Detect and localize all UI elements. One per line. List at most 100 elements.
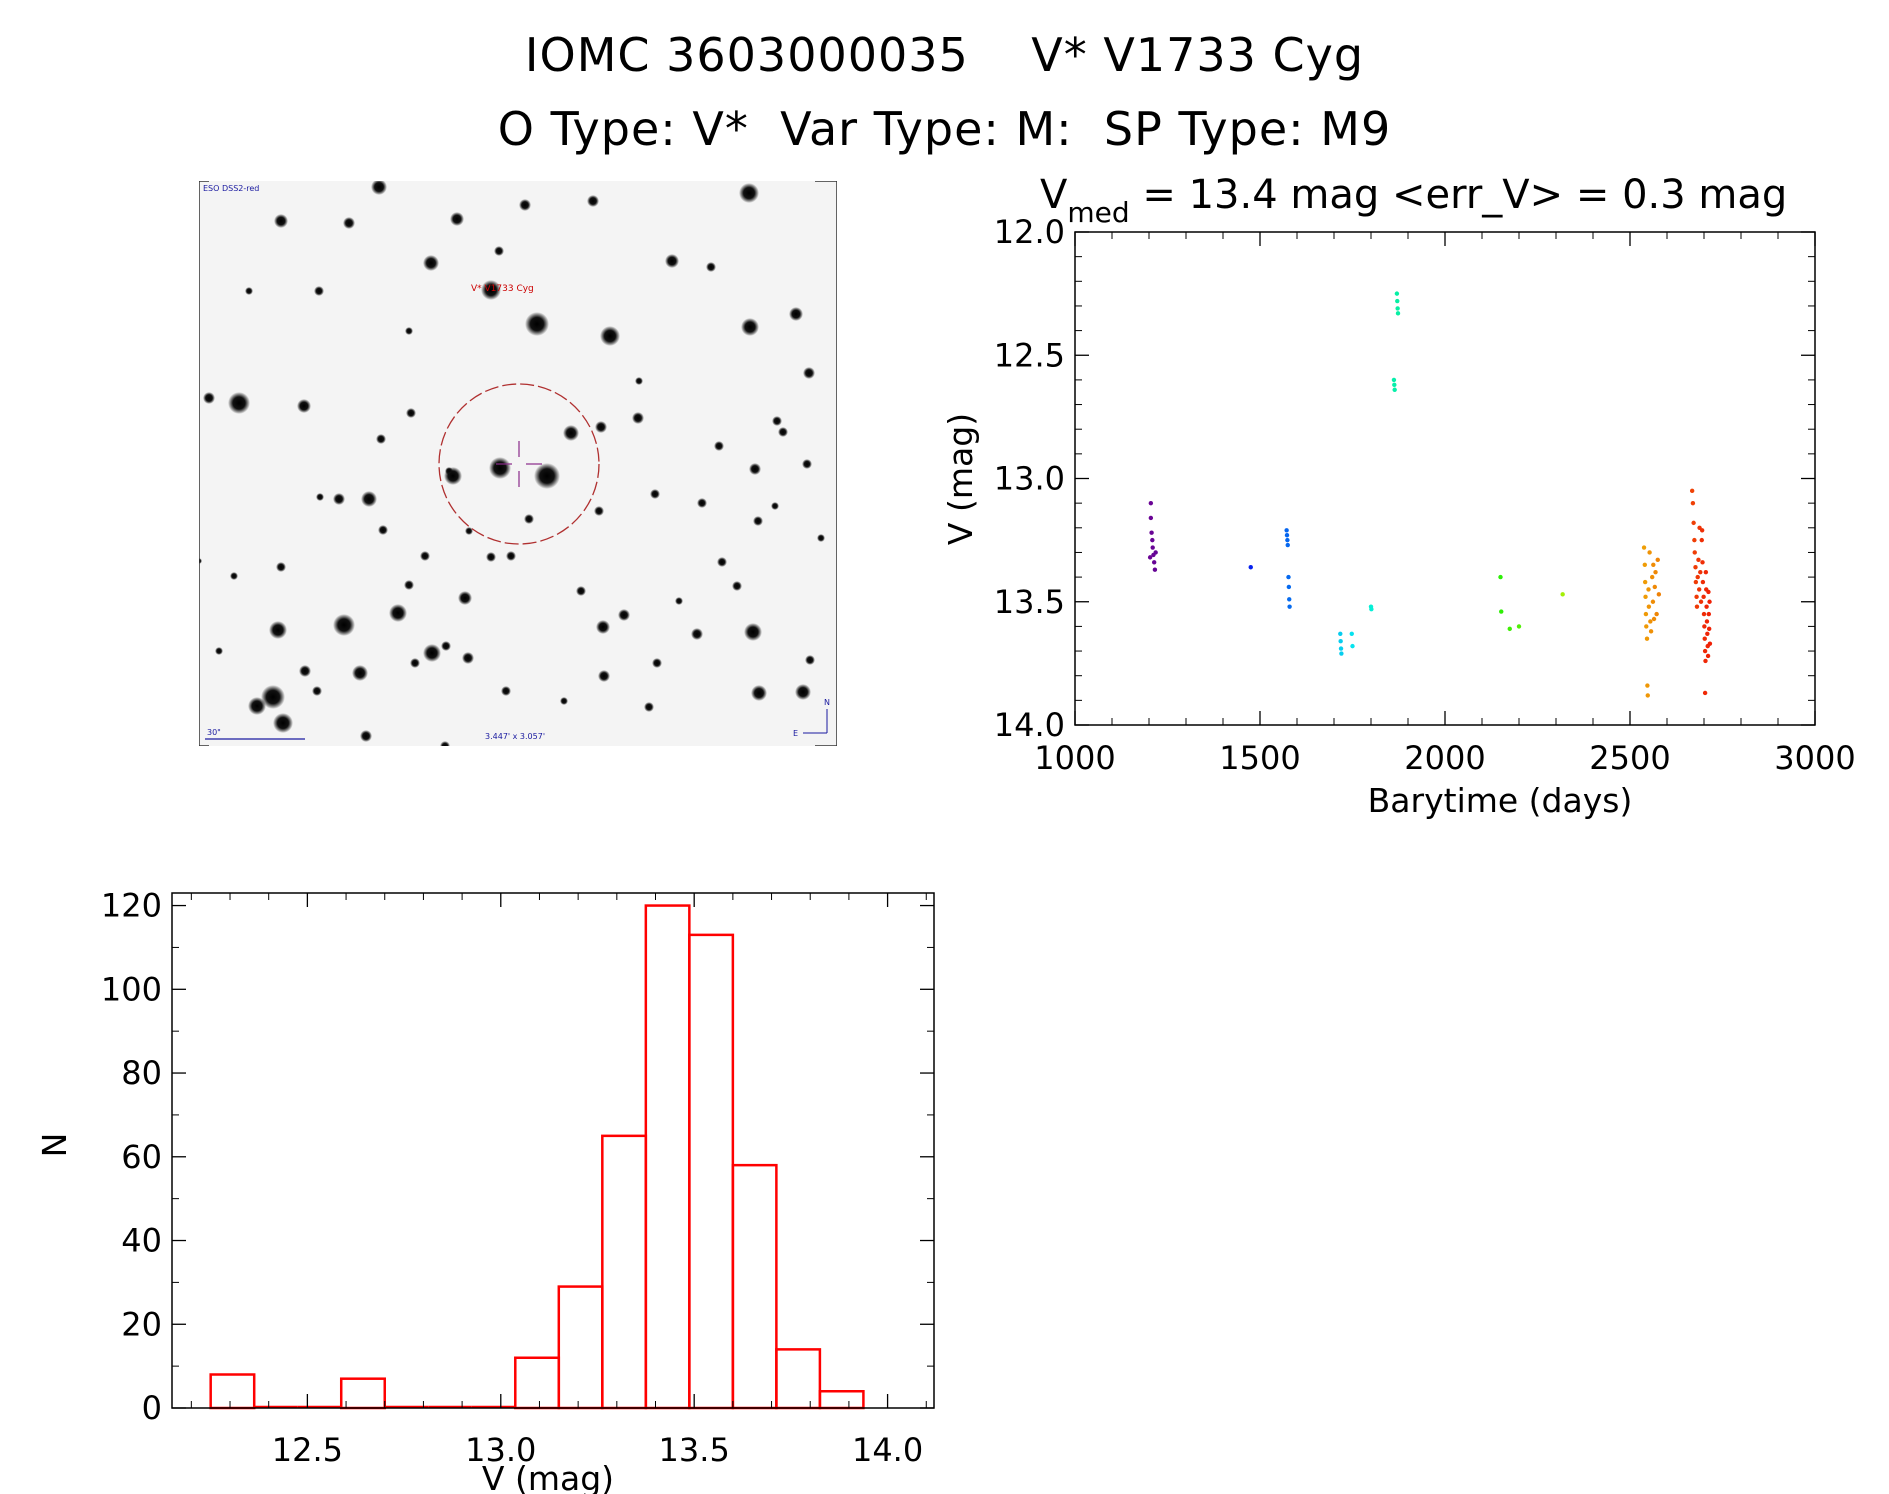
lc-point xyxy=(1643,594,1648,600)
hist-bar xyxy=(818,1390,865,1410)
star xyxy=(440,741,450,746)
hist-bars xyxy=(209,904,865,1410)
hist-ytick-label: 100 xyxy=(101,970,162,1008)
star xyxy=(494,246,504,256)
star xyxy=(632,412,644,424)
lc-point xyxy=(1642,562,1648,567)
star xyxy=(376,434,386,444)
star xyxy=(697,498,707,508)
star xyxy=(352,665,368,681)
star xyxy=(465,527,473,535)
star xyxy=(652,658,662,668)
lc-point xyxy=(1695,574,1700,580)
lc-point xyxy=(1696,557,1701,563)
lc-point xyxy=(1702,690,1708,696)
lc-point xyxy=(1703,658,1708,664)
star xyxy=(595,421,607,433)
lc-ytick-label: 12.5 xyxy=(994,336,1065,374)
lc-xtick-label: 2500 xyxy=(1589,739,1670,777)
star xyxy=(360,730,372,742)
lc-point xyxy=(1284,532,1290,538)
lc-point xyxy=(1704,604,1709,609)
lc-point xyxy=(1653,569,1658,575)
light-curve-chart: Vmed = 13.4 mag <err_V> = 0.3 mag 1000 15… xyxy=(941,172,1856,820)
star xyxy=(276,562,286,572)
star xyxy=(805,655,815,665)
lc-xtick-label: 3000 xyxy=(1774,739,1855,777)
star xyxy=(795,684,811,700)
lc-point xyxy=(1699,528,1705,533)
lc-ytick-label: 12.0 xyxy=(994,213,1065,251)
lc-point xyxy=(1499,609,1504,614)
star xyxy=(691,628,703,640)
lc-point xyxy=(1643,611,1649,617)
star xyxy=(333,493,345,505)
lc-point xyxy=(1706,611,1712,617)
lc-point xyxy=(1704,619,1710,624)
lc-point xyxy=(1349,631,1354,636)
star xyxy=(274,214,288,228)
lc-point xyxy=(1395,311,1401,316)
hist-xtick-label: 12.5 xyxy=(272,1431,343,1469)
star xyxy=(261,685,285,709)
star xyxy=(316,493,324,501)
finder-chart-image: ESO DSS2-red V* V1733 Cyg 30" 3.447' x 3… xyxy=(199,181,837,746)
lc-point xyxy=(1707,599,1712,604)
star xyxy=(598,670,610,682)
star xyxy=(230,572,238,580)
lc-point xyxy=(1147,555,1153,560)
lc-point xyxy=(1286,574,1291,580)
lc-point xyxy=(1656,592,1662,597)
fov-label: 3.447' x 3.057' xyxy=(485,732,545,741)
lc-point xyxy=(1392,387,1397,392)
crosshair-icon xyxy=(496,441,542,487)
star xyxy=(423,644,441,662)
lc-xtick-label: 1500 xyxy=(1219,739,1300,777)
hist-xtick-label: 13.0 xyxy=(465,1431,536,1469)
lc-point xyxy=(1706,626,1712,632)
lc-point xyxy=(1395,306,1400,311)
hist-bar xyxy=(209,1373,256,1410)
lc-point xyxy=(1694,604,1700,609)
star xyxy=(594,506,604,516)
star xyxy=(749,463,761,475)
target-circle xyxy=(438,383,600,545)
star xyxy=(706,262,716,272)
lc-point xyxy=(1690,500,1696,506)
lc-point xyxy=(1645,683,1650,688)
lc-point xyxy=(1651,616,1657,622)
star xyxy=(739,183,759,203)
hist-bar xyxy=(775,1348,822,1410)
lc-point xyxy=(1702,624,1707,629)
star xyxy=(273,713,293,733)
star xyxy=(675,597,683,605)
lc-point xyxy=(1705,631,1710,636)
lc-point xyxy=(1701,611,1707,617)
lc-point xyxy=(1153,550,1158,555)
lc-point xyxy=(1516,624,1522,629)
star xyxy=(665,254,679,268)
lc-point xyxy=(1350,643,1355,649)
lc-point xyxy=(1338,646,1344,651)
star xyxy=(650,489,660,499)
lc-title: Vmed = 13.4 mag <err_V> = 0.3 mag xyxy=(1040,172,1787,229)
lc-point xyxy=(1689,488,1695,494)
lc-ytick-label: 13.0 xyxy=(994,460,1065,498)
lc-point xyxy=(1700,560,1705,565)
star xyxy=(228,392,250,414)
star xyxy=(297,399,311,413)
lc-point xyxy=(1395,298,1400,304)
title-line-2: O Type: V* Var Type: M: SP Type: M9 xyxy=(497,102,1392,156)
star xyxy=(314,286,324,296)
lc-point xyxy=(1152,567,1158,572)
lc-ylabel: V (mag) xyxy=(941,413,980,545)
lc-points xyxy=(1147,291,1713,698)
star xyxy=(404,580,414,590)
star xyxy=(299,665,311,677)
star xyxy=(732,581,742,591)
lc-point xyxy=(1644,624,1649,629)
lc-point xyxy=(1705,653,1711,659)
lc-point xyxy=(1698,569,1703,575)
lc-point xyxy=(1287,604,1292,609)
lc-point xyxy=(1284,528,1289,533)
